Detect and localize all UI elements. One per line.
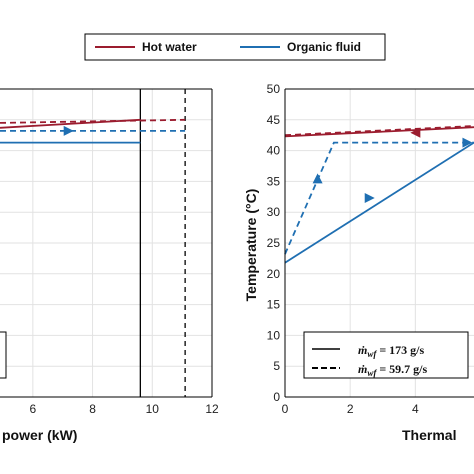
right-arrow-hot-water — [410, 127, 421, 138]
inset-legend-line-2: ṁwf = 59.7 g/s — [358, 362, 428, 378]
right-x-tick-2: 4 — [412, 402, 419, 416]
inset-legend-2-value: = 59.7 g/s — [379, 362, 427, 376]
left-x-tick-0: 6 — [30, 402, 37, 416]
right-y-tick-8: 40 — [267, 144, 281, 158]
legend-label-hot-water: Hot water — [142, 40, 197, 54]
left-plot: 6 8 10 12 — [0, 88, 219, 416]
legend-label-organic-fluid: Organic fluid — [287, 40, 361, 54]
right-x-tick-1: 2 — [347, 402, 354, 416]
right-arrow-organic-flat — [462, 137, 473, 148]
right-y-axis-label: Temperature (°C) — [243, 189, 259, 302]
left-x-tick-1: 8 — [89, 402, 96, 416]
left-series-0 — [0, 118, 141, 129]
right-series-3 — [284, 141, 474, 255]
left-arrow-organic-dashed — [63, 125, 74, 136]
right-series-0 — [284, 126, 474, 138]
right-x-axis-label: Thermal — [402, 427, 456, 443]
right-y-tick-9: 45 — [267, 113, 281, 127]
right-y-tick-3: 15 — [267, 298, 281, 312]
left-series-1 — [0, 118, 186, 124]
right-y-tick-6: 30 — [267, 205, 281, 219]
inset-legend-2-sub: wf — [367, 368, 377, 378]
right-series-1 — [284, 125, 474, 137]
right-y-tick-4: 20 — [267, 267, 281, 281]
right-y-tick-1: 5 — [273, 359, 280, 373]
right-y-tick-2: 10 — [267, 328, 281, 342]
right-series-2 — [284, 141, 474, 264]
left-x-tick-2: 10 — [146, 402, 160, 416]
right-arrow-organic-solid — [364, 193, 375, 204]
inset-legend: ṁwf = 173 g/s ṁwf = 59.7 g/s — [303, 331, 469, 379]
inset-legend-1-value: = 173 g/s — [379, 343, 424, 357]
right-y-tick-10: 50 — [267, 82, 281, 96]
inset-legend-box — [303, 331, 469, 379]
right-y-tick-7: 35 — [267, 174, 281, 188]
right-arrow-organic-dashed — [312, 173, 323, 184]
right-y-tick-0: 0 — [273, 390, 280, 404]
left-inset-legend-box — [0, 331, 7, 379]
legend: Hot water Organic fluid — [84, 33, 386, 61]
left-x-tick-3: 12 — [205, 402, 219, 416]
right-y-tick-5: 25 — [267, 236, 281, 250]
left-x-axis-label: power (kW) — [2, 427, 77, 443]
inset-legend-2-lhs: ṁ — [358, 362, 367, 376]
inset-legend-1-sub: wf — [367, 349, 377, 359]
inset-legend-line-1: ṁwf = 173 g/s — [358, 343, 425, 359]
right-x-tick-0: 0 — [282, 402, 289, 416]
inset-legend-1-lhs: ṁ — [358, 343, 367, 357]
